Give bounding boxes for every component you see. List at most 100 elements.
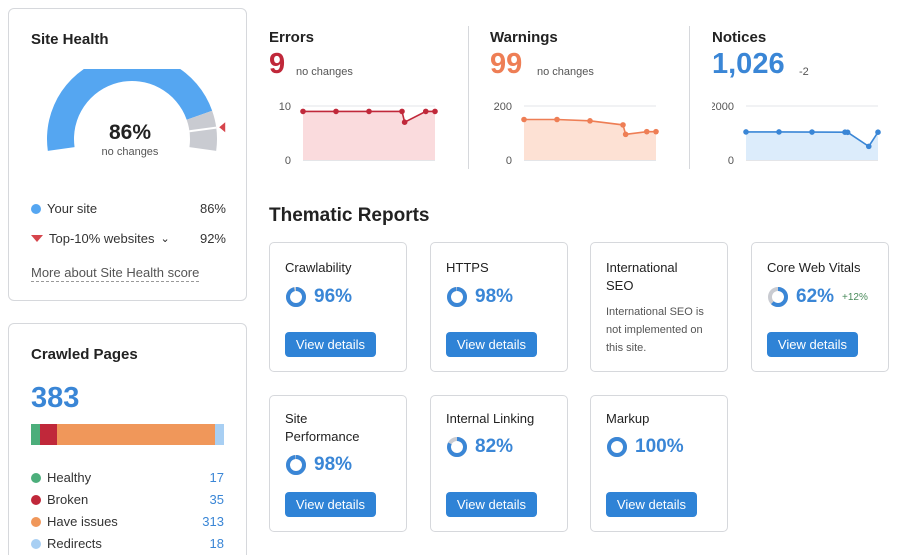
report-name: Site Performance: [285, 411, 360, 444]
bar-segment-redirects: [214, 424, 224, 445]
report-score: 98%: [285, 454, 352, 476]
errors-value[interactable]: 9: [269, 48, 286, 80]
healthy-dot-icon: [31, 472, 41, 483]
progress-ring-icon: [286, 455, 306, 475]
report-core-web-vitals: Core Web Vitals 62% +12% View details: [751, 242, 889, 372]
view-details-button[interactable]: View details: [285, 492, 376, 517]
report-https: HTTPS 98% View details: [430, 242, 568, 372]
sparkline-point: [333, 108, 339, 115]
crawled-row-value[interactable]: 35: [209, 492, 224, 507]
crawled-row-label: Healthy: [47, 470, 92, 485]
sparkline-point: [300, 108, 306, 115]
top10-marker-icon: [219, 122, 226, 133]
site-health-title: Site Health: [31, 31, 109, 48]
ring-progress: [286, 455, 306, 475]
sparkline-area: [303, 111, 435, 160]
view-details-button[interactable]: View details: [767, 332, 858, 357]
sparkline-point: [875, 129, 881, 135]
crawled-row-have-issues: Have issues 313: [31, 514, 224, 529]
site-health-gauge: [47, 69, 226, 151]
crawled-pages-total[interactable]: 383: [31, 382, 80, 414]
ring-progress: [607, 437, 627, 457]
report-note: International SEO is not implemented on …: [606, 306, 704, 354]
crawled-row-value[interactable]: 313: [202, 514, 224, 529]
crawled-row-redirects: Redirects 18: [31, 536, 224, 551]
warnings-sparkline: 2000: [494, 101, 659, 166]
y-tick-label: 200: [494, 101, 512, 113]
gauge-top10-tick: [189, 126, 217, 133]
bar-segment-healthy: [31, 424, 40, 445]
warnings-title: Warnings: [490, 29, 558, 46]
notices-value[interactable]: 1,026: [712, 48, 785, 80]
view-details-button[interactable]: View details: [606, 492, 697, 517]
notices-change: -2: [799, 66, 809, 78]
report-name: Core Web Vitals: [767, 260, 861, 275]
crawled-row-label: Broken: [47, 492, 89, 507]
legend-your-site: Your site 86%: [31, 201, 226, 216]
progress-ring-icon: [607, 437, 627, 457]
sparkline-point: [622, 131, 629, 138]
top10-triangle-icon: [31, 235, 43, 242]
ring-progress: [768, 287, 788, 307]
y-tick-label: 2000: [712, 101, 734, 113]
y-tick-label: 0: [728, 155, 734, 166]
progress-ring-icon: [768, 287, 788, 307]
issues-dot-icon: [31, 516, 41, 527]
warnings-value[interactable]: 99: [490, 48, 523, 80]
crawled-row-value[interactable]: 18: [209, 536, 224, 551]
site-health-change: no changes: [101, 146, 159, 158]
divider: [689, 26, 690, 169]
crawled-row-value[interactable]: 17: [209, 470, 224, 485]
sparkline-point: [422, 108, 429, 115]
sparkline-point: [587, 118, 593, 124]
errors-sparkline: 10 0: [279, 101, 438, 166]
view-details-button[interactable]: View details: [285, 332, 376, 357]
view-details-button[interactable]: View details: [446, 492, 537, 517]
broken-dot-icon: [31, 494, 41, 505]
sparkline-point: [432, 108, 438, 115]
report-percent: 98%: [475, 286, 514, 307]
report-name: HTTPS: [446, 260, 489, 275]
sparkline-point: [809, 129, 815, 135]
redirects-dot-icon: [31, 538, 41, 549]
sparkline-point: [620, 122, 626, 128]
errors-title: Errors: [269, 29, 315, 46]
y-tick-label: 0: [506, 155, 512, 166]
your-site-dot-icon: [31, 203, 41, 214]
ring-progress: [447, 287, 467, 307]
progress-ring-icon: [447, 287, 467, 307]
report-percent: 98%: [314, 454, 353, 475]
report-score: 82%: [446, 436, 513, 458]
sparkline-point: [401, 119, 408, 125]
crawled-row-label: Redirects: [47, 536, 102, 551]
sparkline-point: [743, 129, 749, 135]
bar-segment-have-issues: [57, 424, 215, 445]
more-about-site-health-link[interactable]: More about Site Health score: [31, 265, 200, 282]
y-tick-label: 0: [285, 155, 291, 166]
y-tick-label: 10: [279, 101, 291, 113]
sparkline-point: [844, 129, 851, 136]
sparkline-point: [643, 128, 650, 135]
gauge-remaining-arc: [186, 110, 217, 151]
errors-metric: Errors 9 no changes 10 0: [269, 26, 474, 171]
report-name: International SEO: [606, 260, 678, 293]
report-percent: 82%: [475, 436, 514, 457]
crawled-pages-bar: [31, 424, 224, 445]
chevron-down-icon[interactable]: ⌄: [160, 233, 170, 245]
crawled-row-label: Have issues: [47, 514, 118, 529]
warnings-metric: Warnings 99 no changes 200 0: [490, 26, 695, 171]
sparkline-point: [554, 116, 560, 123]
report-score: 98%: [446, 286, 513, 308]
ring-progress: [447, 437, 467, 457]
report-markup: Markup 100% View details: [590, 395, 728, 532]
report-name: Crawlability: [285, 260, 352, 275]
crawled-row-healthy: Healthy 17: [31, 470, 224, 485]
legend-top10-label[interactable]: Top-10% websites: [49, 231, 155, 246]
sparkline-point: [366, 108, 372, 115]
legend-top10[interactable]: Top-10% websites ⌄ 92%: [31, 231, 226, 246]
notices-title: Notices: [712, 29, 767, 46]
sparkline-point: [521, 116, 527, 123]
progress-ring-icon: [447, 437, 467, 457]
site-health-card: Site Health 86% no changes Your site 86%…: [8, 8, 247, 301]
view-details-button[interactable]: View details: [446, 332, 537, 357]
